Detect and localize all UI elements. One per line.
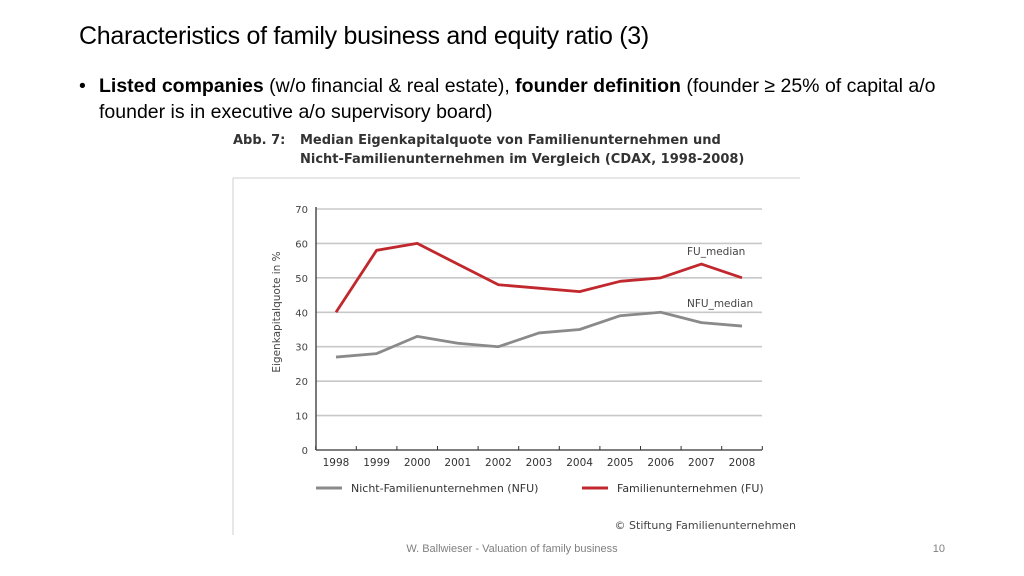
x-tick-label: 2001: [444, 457, 471, 469]
y-tick-label: 40: [295, 308, 308, 319]
bullet-text-part2: (w/o financial & real estate),: [263, 75, 516, 97]
y-tick-label: 70: [295, 205, 308, 216]
bullet-point: • Listed companies (w/o financial & real…: [79, 73, 979, 125]
slide-title: Characteristics of family business and e…: [79, 22, 649, 50]
x-tick-label: 2005: [607, 457, 634, 469]
figure-title-line1: Median Eigenkapitalquote von Familienunt…: [300, 133, 721, 148]
figure-label: Abb. 7:: [233, 133, 286, 148]
bullet-bold-listed: Listed companies: [99, 75, 264, 97]
page-number: 10: [932, 543, 945, 555]
x-axis: 1998 1999 2000 2001 2002 2003 2004 2005 2006 2007…: [315, 446, 763, 469]
x-tick-label: 2008: [729, 457, 756, 469]
bullet-text: Listed companies (w/o financial & real e…: [79, 73, 979, 125]
y-tick-label: 10: [295, 412, 308, 423]
x-tick-label: 2002: [485, 457, 512, 469]
nfu-series-line: [335, 310, 743, 359]
x-tick-label: 2006: [647, 457, 674, 469]
series-lines: NFU_median FU_median: [334, 242, 753, 359]
line-chart: 0 10 20 30 40 50 60 70 1998 1999 2000 2001 2002 2003…: [232, 177, 800, 535]
y-tick-label: 50: [295, 274, 308, 285]
chart-container: 0 10 20 30 40 50 60 70 1998 1999 2000 2001 2002 2003…: [230, 175, 810, 537]
y-axis: 0 10 20 30 40 50 60 70: [295, 205, 317, 457]
y-axis-label: Eigenkapitalquote in %: [271, 251, 283, 372]
x-tick-label: 2000: [404, 457, 431, 469]
bullet-marker: •: [79, 75, 86, 97]
y-tick-label: 60: [295, 239, 308, 250]
x-tick-label: 2003: [526, 457, 553, 469]
legend-label-nfu: Nicht-Familienunternehmen (NFU): [351, 482, 538, 495]
footer-text: W. Ballwieser - Valuation of family busi…: [406, 543, 618, 555]
figure-title-line2: Nicht-Familienunternehmen im Vergleich (…: [300, 152, 745, 167]
gridlines: [316, 208, 762, 417]
x-tick-label: 2004: [566, 457, 593, 469]
y-tick-label: 0: [302, 446, 308, 457]
fu-series-label: FU_median: [687, 246, 745, 258]
legend: Nicht-Familienunternehmen (NFU) Familienu…: [316, 482, 764, 495]
bullet-text-part4: (founder ≥ 25% of capital a/o founder is…: [99, 75, 936, 123]
legend-label-fu: Familienunternehmen (FU): [617, 482, 764, 495]
y-tick-label: 20: [295, 377, 308, 388]
x-tick-label: 2007: [688, 457, 715, 469]
copyright-text: © Stiftung Familienunternehmen: [615, 519, 796, 532]
fu-series-line: [334, 242, 743, 314]
nfu-series-label: NFU_median: [687, 298, 753, 310]
y-tick-label: 30: [295, 343, 308, 354]
bullet-bold-founder: founder definition: [515, 75, 681, 97]
x-tick-label: 1998: [323, 457, 350, 469]
x-tick-label: 1999: [363, 457, 390, 469]
